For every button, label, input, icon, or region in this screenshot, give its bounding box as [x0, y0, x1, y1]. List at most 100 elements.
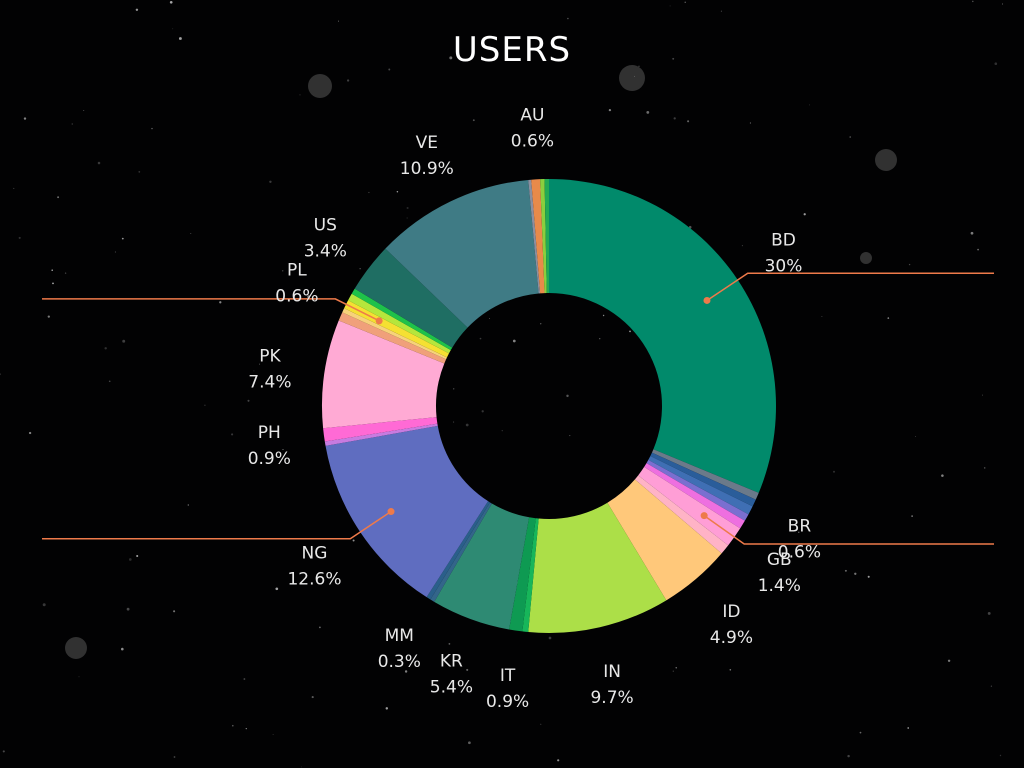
slice-unlabeled-7[interactable] [634, 475, 729, 554]
star [299, 94, 301, 96]
star [359, 268, 361, 270]
callout-line-bd [706, 272, 994, 302]
star [982, 394, 983, 396]
star [453, 421, 455, 423]
star [247, 399, 250, 402]
star [122, 339, 126, 343]
slice-unlabeled-1[interactable] [651, 449, 759, 500]
slice-label-au: AU [520, 106, 544, 126]
star [803, 213, 806, 216]
slice-ph[interactable] [323, 417, 438, 442]
star [672, 57, 675, 60]
star [638, 65, 640, 68]
star [187, 504, 189, 506]
star [557, 759, 560, 762]
callout-line-ng [42, 510, 392, 540]
slice-pl[interactable] [344, 300, 449, 358]
star [833, 470, 835, 473]
star [57, 196, 60, 199]
star [71, 123, 73, 125]
slice-label-ph: PH [258, 423, 281, 443]
slice-value-ng: 12.6% [287, 570, 341, 590]
callout-dot-gb [700, 512, 708, 520]
slice-unlabeled-16[interactable] [324, 423, 438, 446]
star [121, 237, 124, 240]
star [448, 643, 451, 645]
star [28, 431, 32, 435]
slice-unlabeled-10[interactable] [522, 518, 539, 633]
slice-mm[interactable] [426, 501, 490, 600]
slice-label-gb: GB [767, 550, 792, 570]
star [548, 636, 552, 640]
slice-unlabeled-26[interactable] [528, 179, 541, 294]
slices-group [322, 179, 776, 633]
star [126, 607, 130, 611]
star [204, 404, 206, 407]
star [911, 515, 913, 517]
star [821, 316, 823, 317]
slice-id[interactable] [607, 479, 722, 601]
star [684, 1, 686, 3]
star [472, 119, 475, 122]
slice-unlabeled-20[interactable] [342, 308, 448, 360]
star [1001, 3, 1004, 5]
slice-gb[interactable] [638, 466, 741, 546]
slice-label-pk: PK [259, 347, 281, 367]
star [512, 339, 516, 343]
slice-unlabeled-23[interactable] [351, 288, 453, 351]
star [602, 314, 605, 317]
slice-label-in: IN [603, 662, 621, 682]
callouts-group [42, 272, 994, 545]
star [453, 388, 455, 390]
slice-unlabeled-13[interactable] [430, 502, 492, 602]
star [947, 659, 951, 663]
slice-us[interactable] [354, 248, 468, 348]
slice-unlabeled-22[interactable] [348, 293, 451, 354]
star [385, 707, 389, 710]
slice-bd[interactable] [549, 179, 776, 493]
star [646, 111, 650, 114]
star [406, 206, 409, 210]
slice-label-ve: VE [416, 133, 438, 153]
slice-ve[interactable] [385, 179, 539, 328]
star [52, 282, 54, 285]
star [318, 626, 321, 629]
slice-unlabeled-4[interactable] [646, 459, 749, 521]
callout-line-gb [703, 515, 994, 545]
slice-unlabeled-2[interactable] [650, 452, 756, 507]
slice-label-mm: MM [385, 626, 414, 646]
star [136, 554, 139, 558]
slice-unlabeled-28[interactable] [540, 179, 547, 294]
slice-value-gb: 1.4% [758, 576, 801, 596]
star [729, 669, 732, 671]
star [243, 678, 246, 680]
star [629, 330, 631, 333]
slice-unlabeled-19[interactable] [338, 312, 447, 364]
slice-pk[interactable] [322, 320, 445, 429]
slice-kr[interactable] [434, 503, 530, 630]
slice-unlabeled-5[interactable] [644, 463, 745, 529]
slice-label-id: ID [722, 602, 740, 622]
slice-value-br: 0.6% [778, 543, 821, 563]
slice-br[interactable] [648, 455, 753, 515]
slice-label-us: US [314, 215, 337, 235]
slice-in[interactable] [528, 502, 667, 633]
slice-label-pl: PL [287, 261, 307, 281]
star [465, 423, 469, 427]
slice-value-ph: 0.9% [248, 449, 291, 469]
star [282, 449, 284, 451]
slice-it[interactable] [509, 517, 536, 632]
slice-au[interactable] [531, 179, 545, 294]
star [301, 766, 302, 768]
star [847, 754, 850, 758]
star [505, 39, 507, 41]
star [849, 136, 851, 138]
star [449, 56, 453, 60]
star [173, 756, 176, 758]
star [741, 245, 743, 247]
slice-unlabeled-29[interactable] [544, 179, 549, 294]
star [808, 104, 811, 106]
slice-ng[interactable] [325, 425, 489, 598]
